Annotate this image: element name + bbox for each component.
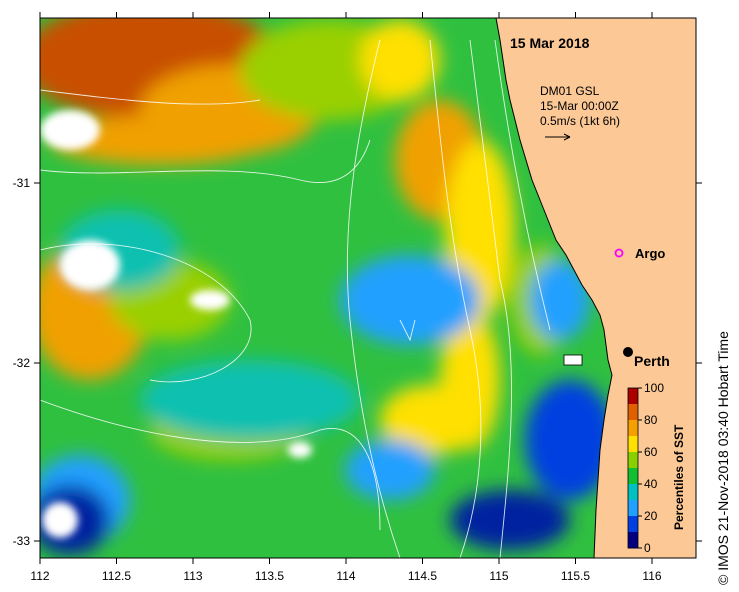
x-tick-label: 114.5 — [408, 569, 437, 583]
x-tick-label: 114 — [336, 569, 355, 583]
colorbar-title: Percentiles of SST — [672, 424, 686, 530]
land-mass — [495, 18, 696, 558]
x-tick-label: 113 — [183, 569, 202, 583]
argo-marker-icon — [614, 248, 624, 258]
plot-frame — [39, 17, 697, 559]
colorbar-swatch — [628, 436, 638, 453]
y-axis: -31 -32 -33 — [13, 176, 702, 548]
colorbar-tick-label: 20 — [644, 509, 658, 523]
colorbar-tick-label: 0 — [644, 541, 651, 555]
y-tick-label: -33 — [13, 534, 31, 548]
sst-field — [40, 18, 696, 558]
x-tick-label: 116 — [642, 569, 661, 583]
colorbar-tick-label: 80 — [644, 413, 658, 427]
x-tick-label: 112 — [30, 569, 49, 583]
colorbar-swatch — [628, 468, 638, 485]
perth-label: Perth — [634, 353, 670, 369]
colorbar-swatch — [628, 404, 638, 421]
x-axis: 112 112.5 113 113.5 114 114.5 115 115.5 116 — [30, 12, 662, 583]
colorbar-swatch — [628, 420, 638, 437]
colorbar-swatch — [628, 452, 638, 469]
y-tick-label: -32 — [13, 356, 31, 370]
colorbar-swatch — [628, 516, 638, 533]
colorbar-tick-label: 40 — [644, 477, 658, 491]
colorbar-swatch — [628, 532, 638, 549]
colorbar-swatch — [628, 500, 638, 517]
colorbar: 100 80 60 40 20 0 — [627, 381, 664, 555]
date-title: 15 Mar 2018 — [510, 35, 590, 51]
credit-text: © IMOS 21-Nov-2018 03:40 Hobart Time — [715, 331, 731, 585]
x-tick-label: 113.5 — [255, 569, 284, 583]
y-tick-label: -31 — [13, 176, 31, 190]
perth-marker-icon — [623, 347, 633, 357]
argo-label: Argo — [635, 246, 665, 261]
current-info-line1: DM01 GSL — [540, 84, 600, 98]
current-info-line3: 0.5m/s (1kt 6h) — [540, 114, 620, 128]
x-tick-label: 112.5 — [102, 569, 131, 583]
colorbar-swatch — [628, 484, 638, 501]
colorbar-tick-label: 60 — [644, 445, 658, 459]
colorbar-tick-label: 100 — [644, 381, 664, 395]
scale-arrow-icon — [545, 133, 571, 141]
colorbar-swatch — [628, 388, 638, 405]
x-tick-label: 115 — [489, 569, 508, 583]
current-info-line2: 15-Mar 00:00Z — [540, 99, 619, 113]
x-tick-label: 115.5 — [561, 569, 590, 583]
